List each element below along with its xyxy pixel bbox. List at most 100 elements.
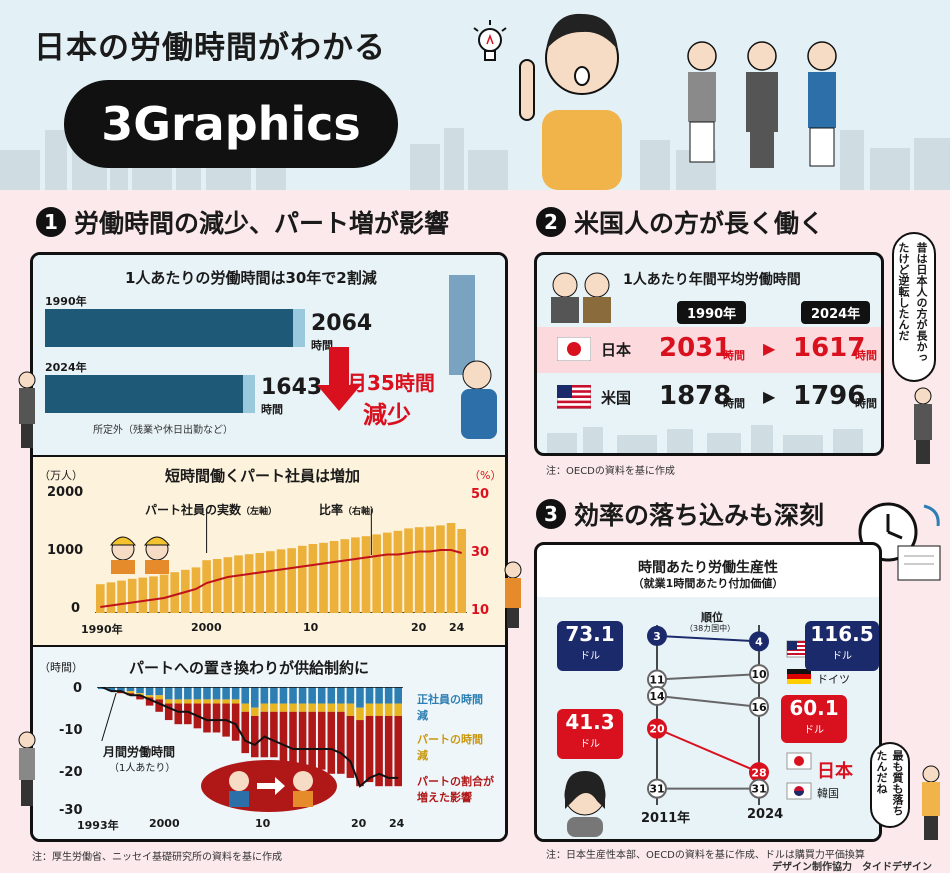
bar-1990-overtime xyxy=(293,309,305,347)
rank-value: 28 xyxy=(751,766,766,779)
legend-share: パートの割合が増えた影響 xyxy=(417,775,494,804)
fulltime-bar xyxy=(241,687,249,704)
section3-number: 3 xyxy=(536,499,566,529)
bar-2024-overtime xyxy=(243,375,255,413)
year-1990-label: 1990年 xyxy=(45,295,87,308)
count-label-axis: （左軸） xyxy=(241,507,278,517)
rank-point xyxy=(749,778,769,799)
part-count-bar xyxy=(244,554,254,613)
section1-panel: 1人あたりの労働時間は30年で2割減 1990年 2064 時間 2024年 1… xyxy=(30,252,508,842)
rank-value: 4 xyxy=(755,635,763,648)
fulltime-bar xyxy=(308,687,316,704)
row-japan-1990: 2031 xyxy=(659,333,732,363)
part-count-bar xyxy=(361,536,371,613)
part-count-bar xyxy=(287,548,296,613)
fulltime-bar xyxy=(317,687,326,704)
callout-jp-2011-value: 41.3 xyxy=(565,710,615,734)
replacement-illustration xyxy=(201,760,337,812)
fulltime-bar xyxy=(289,687,297,704)
section3-heading: 3 効率の落ち込みも深刻 xyxy=(536,496,824,532)
row-japan-1990-unit: 時間 xyxy=(723,349,745,362)
side-woman-illustration xyxy=(18,731,36,806)
parttime-bar xyxy=(298,703,307,712)
part-count-bar xyxy=(255,553,265,613)
parttime-bar xyxy=(327,703,336,712)
fulltime-bar xyxy=(136,687,144,694)
rank-point xyxy=(647,625,667,646)
row-us-2024-unit: 時間 xyxy=(855,397,877,410)
fulltime-bar xyxy=(356,687,364,708)
rank-value: 16 xyxy=(751,701,767,714)
arrow-right-icon-2: ▶ xyxy=(763,387,776,406)
office-worker-illustration xyxy=(449,275,497,439)
part-count-bar xyxy=(425,526,435,613)
part-count-bar xyxy=(266,551,275,613)
part-count-bar xyxy=(159,574,169,613)
parttime-bar xyxy=(155,695,163,700)
down-arrow-icon xyxy=(317,347,361,411)
fulltime-bar xyxy=(222,687,230,700)
presenter-illustration xyxy=(519,13,622,190)
slope-x-2024: 2024 xyxy=(747,807,784,822)
row-japan-2024-unit: 時間 xyxy=(855,349,877,362)
parttime-bar xyxy=(317,703,326,712)
fulltime-bar xyxy=(164,687,173,700)
part-count-bar xyxy=(436,525,445,613)
ratio-label: 比率（右軸） xyxy=(319,501,379,518)
replacement-title: パートへの置き換わりが供給制約に xyxy=(129,659,370,677)
col-year-2024: 2024年 xyxy=(801,301,871,324)
header: 日本の労働時間がわかる 3Graphics xyxy=(0,0,950,190)
count-label: パート社員の実数（左軸） xyxy=(145,501,277,518)
share-bar xyxy=(337,711,345,774)
parttime-bar xyxy=(384,703,393,716)
part-count-bar xyxy=(138,577,148,613)
fulltime-bar xyxy=(174,687,183,700)
part-time-title: 短時間働くパート社員は増加 xyxy=(165,467,361,485)
callout-jp-2011-unit: ドル xyxy=(580,739,600,750)
rank-value: 11 xyxy=(649,674,664,687)
parttime-bar xyxy=(289,703,297,712)
fulltime-bar xyxy=(107,687,116,692)
col-year-1990: 1990年 xyxy=(677,301,747,324)
fulltime-bar xyxy=(231,687,240,700)
rank-point xyxy=(749,631,769,652)
parttime-bar xyxy=(203,699,211,704)
row-japan xyxy=(537,327,881,373)
design-credit: デザイン制作協力 タイドデザイン xyxy=(772,862,932,873)
callout-us-2024-value: 116.5 xyxy=(810,622,874,646)
replacement-chart xyxy=(97,687,403,788)
part-count-bar xyxy=(319,542,328,613)
part-count-bar xyxy=(393,530,403,613)
callout-jp-2011: 41.3 ドル xyxy=(557,709,623,759)
section3-source: 注：日本生産性本部、OECDの資料を基に作成、ドルは購買力平価換算 xyxy=(546,850,865,861)
rank-value: 20 xyxy=(649,723,665,736)
section2-title: 米国人の方が長く働く xyxy=(574,209,825,238)
share-bar xyxy=(136,695,144,700)
part-count-bar xyxy=(234,555,243,613)
parttime-bar xyxy=(308,703,316,712)
line-label: 月間労働時間 xyxy=(103,745,176,759)
share-bar xyxy=(356,720,364,787)
fulltime-bar xyxy=(327,687,336,704)
fulltime-bar xyxy=(260,687,269,704)
fulltime-bar xyxy=(394,687,402,704)
businessmen-illustration xyxy=(551,272,611,323)
parttime-bar xyxy=(184,699,192,704)
fulltime-bar xyxy=(193,687,202,700)
share-bar xyxy=(260,711,269,758)
part-count-bar xyxy=(308,544,318,613)
parttime-bar xyxy=(193,699,202,704)
share-bar xyxy=(241,711,249,754)
value-1990: 2064 xyxy=(311,311,373,336)
section1-number: 1 xyxy=(36,207,66,237)
right-tick-30: 30 xyxy=(471,545,490,560)
part-count-bar xyxy=(170,572,180,613)
share-bar xyxy=(375,715,383,787)
productivity-title: 時間あたり労働生産性 xyxy=(638,560,778,576)
rank-line xyxy=(656,634,760,643)
replacement-panel: パートへの置き換わりが供給制約に （時間） 0 -10 -20 -30 月間労働… xyxy=(33,645,505,839)
share-bar xyxy=(184,703,192,725)
callout-jp-2024-unit: ドル xyxy=(804,725,824,736)
bar-2024 xyxy=(45,375,243,413)
